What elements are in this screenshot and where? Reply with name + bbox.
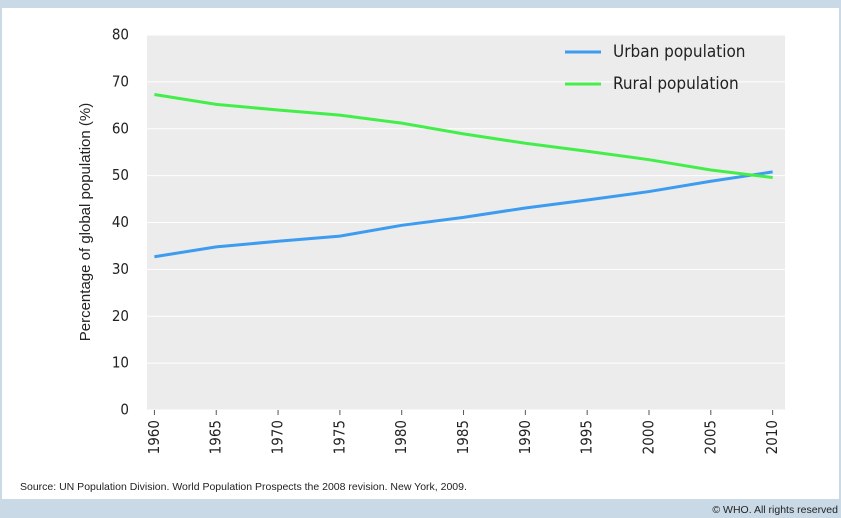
legend-label: Rural population: [613, 74, 739, 94]
y-tick-label: 60: [112, 119, 129, 137]
x-tick-label: 2005: [701, 420, 719, 454]
series-line: [154, 170, 773, 259]
legend-label: Urban population: [613, 42, 746, 62]
x-tick-label: 1975: [330, 420, 348, 454]
x-tick-label: 1990: [516, 420, 534, 454]
x-tick-label: 1980: [392, 420, 410, 454]
y-tick-label: 50: [112, 166, 129, 184]
y-tick-label: 0: [120, 401, 129, 419]
y-tick-label: 80: [112, 26, 129, 44]
source: Source: UN Population Division. World Po…: [20, 481, 467, 493]
y-axis-label: Percentage of global population (%): [77, 103, 94, 342]
series-line: [154, 93, 773, 179]
y-tick-label: 20: [112, 307, 129, 325]
y-tick-label: 70: [112, 72, 129, 90]
y-tick-label: 10: [112, 354, 129, 372]
x-tick-label: 2000: [639, 420, 657, 454]
x-tick-label: 1970: [269, 420, 287, 454]
x-tick-label: 1960: [145, 420, 163, 454]
copyright: © WHO. All rights reserved: [712, 504, 838, 516]
x-tick-label: 1995: [578, 420, 596, 454]
x-tick-label: 2010: [763, 420, 781, 454]
x-tick-label: 1965: [207, 420, 225, 454]
x-tick-label: 1985: [454, 420, 472, 454]
y-tick-label: 30: [112, 260, 129, 278]
y-tick-label: 40: [112, 213, 129, 231]
